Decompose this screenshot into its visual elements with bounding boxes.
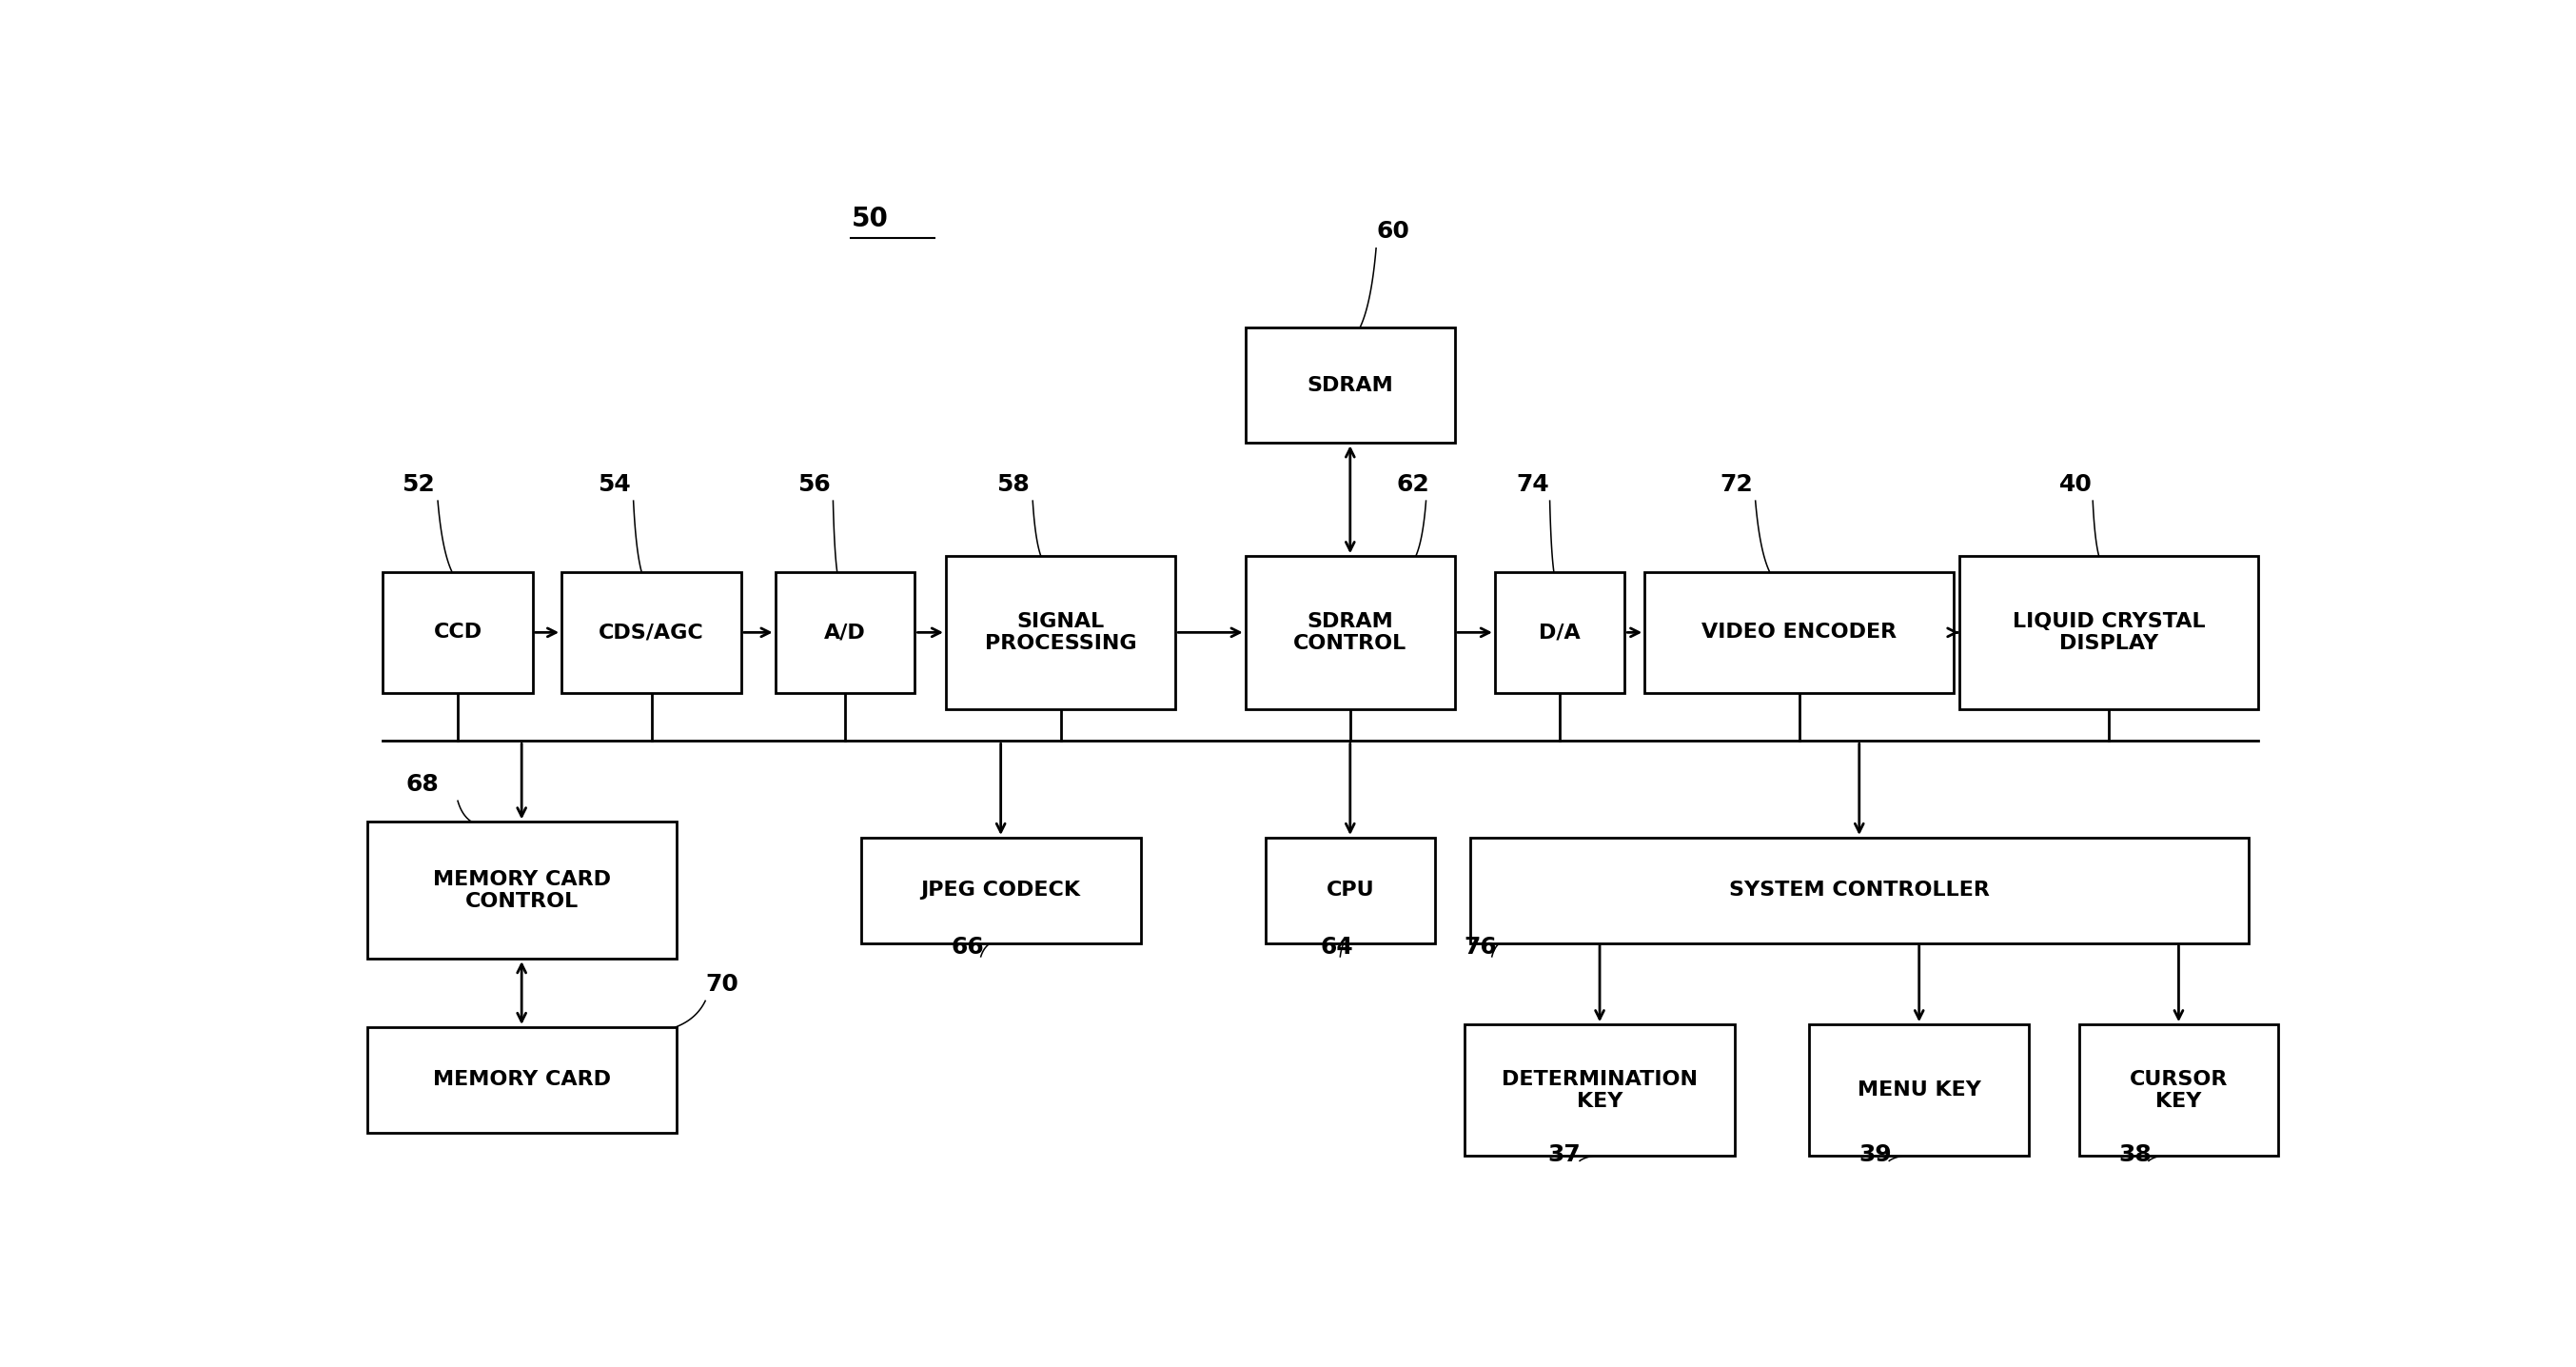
- Bar: [1244, 327, 1455, 443]
- Text: 52: 52: [402, 473, 435, 496]
- Text: DETERMINATION
KEY: DETERMINATION KEY: [1502, 1070, 1698, 1111]
- Text: 58: 58: [997, 473, 1030, 496]
- Text: 60: 60: [1376, 220, 1409, 243]
- Bar: [860, 838, 1141, 943]
- Text: SYSTEM CONTROLLER: SYSTEM CONTROLLER: [1728, 880, 1989, 899]
- Text: 39: 39: [1860, 1143, 1893, 1166]
- Text: 66: 66: [951, 936, 984, 958]
- Bar: [1643, 571, 1955, 693]
- Bar: [1494, 571, 1625, 693]
- Bar: [366, 822, 677, 958]
- Bar: [1960, 556, 2259, 708]
- Text: 64: 64: [1321, 936, 1352, 958]
- Bar: [1244, 556, 1455, 708]
- Text: 74: 74: [1515, 473, 1548, 496]
- Text: 62: 62: [1396, 473, 1430, 496]
- Text: MEMORY CARD
CONTROL: MEMORY CARD CONTROL: [433, 869, 611, 910]
- Bar: [384, 571, 533, 693]
- Text: LIQUID CRYSTAL
DISPLAY: LIQUID CRYSTAL DISPLAY: [2012, 612, 2205, 653]
- Text: CDS/AGC: CDS/AGC: [598, 623, 703, 642]
- Bar: [775, 571, 914, 693]
- Text: CURSOR
KEY: CURSOR KEY: [2130, 1070, 2228, 1111]
- Text: 72: 72: [1721, 473, 1752, 496]
- Text: MENU KEY: MENU KEY: [1857, 1081, 1981, 1100]
- Bar: [562, 571, 742, 693]
- Bar: [1265, 838, 1435, 943]
- Bar: [1808, 1024, 2030, 1156]
- Text: A/D: A/D: [824, 623, 866, 642]
- Text: SDRAM
CONTROL: SDRAM CONTROL: [1293, 612, 1406, 653]
- Text: 56: 56: [796, 473, 829, 496]
- Text: JPEG CODECK: JPEG CODECK: [920, 880, 1082, 899]
- Text: 70: 70: [706, 973, 739, 995]
- Text: 40: 40: [2058, 473, 2092, 496]
- Bar: [366, 1027, 677, 1132]
- Text: SIGNAL
PROCESSING: SIGNAL PROCESSING: [984, 612, 1136, 653]
- Text: VIDEO ENCODER: VIDEO ENCODER: [1703, 623, 1896, 642]
- Text: MEMORY CARD: MEMORY CARD: [433, 1070, 611, 1089]
- Text: 54: 54: [598, 473, 631, 496]
- Text: 37: 37: [1548, 1143, 1582, 1166]
- Text: D/A: D/A: [1538, 623, 1582, 642]
- Text: SDRAM: SDRAM: [1306, 376, 1394, 395]
- Bar: [2079, 1024, 2277, 1156]
- Text: 50: 50: [850, 206, 889, 232]
- Text: CCD: CCD: [433, 623, 482, 642]
- Bar: [1466, 1024, 1734, 1156]
- Text: 76: 76: [1463, 936, 1497, 958]
- Text: 38: 38: [2117, 1143, 2151, 1166]
- Bar: [1471, 838, 2249, 943]
- Bar: [945, 556, 1175, 708]
- Text: 68: 68: [407, 772, 438, 796]
- Text: CPU: CPU: [1327, 880, 1373, 899]
